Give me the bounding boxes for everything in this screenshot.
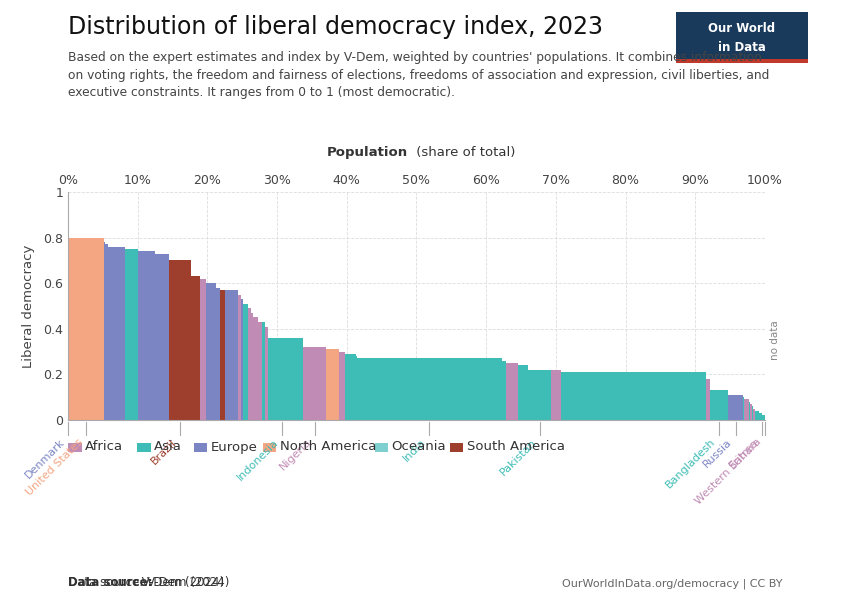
Bar [743,397,745,420]
Text: (share of total): (share of total) [412,146,516,159]
Bar [728,395,743,420]
Bar [506,363,518,420]
Text: in Data: in Data [717,41,766,54]
Bar [560,372,705,420]
Bar [225,290,238,420]
Bar [141,251,155,420]
Bar [216,288,220,420]
Bar [759,413,762,420]
Text: United States: United States [25,437,85,497]
Text: Population: Population [327,146,408,159]
Text: Based on the expert estimates and index by V-Dem, weighted by countries' populat: Based on the expert estimates and index … [68,51,769,99]
Bar [105,244,108,420]
Text: Data source:: Data source: [68,576,152,589]
Bar [125,249,138,420]
Y-axis label: Liberal democracy: Liberal democracy [22,244,35,368]
Bar [326,349,339,420]
Bar [241,299,243,420]
Bar [518,365,528,420]
Bar [706,379,711,420]
Bar [345,354,356,420]
Text: V-Dem (2024): V-Dem (2024) [138,576,224,589]
Bar [252,317,258,420]
Text: Eritrea: Eritrea [728,437,761,470]
Text: Africa: Africa [85,440,123,454]
Text: India: India [401,437,428,463]
Bar [138,251,141,420]
Bar [750,404,751,420]
Bar [528,370,551,420]
Text: Pakistan: Pakistan [498,437,538,477]
Bar [220,290,225,420]
Text: Our World: Our World [708,22,775,35]
Bar [201,278,207,420]
Bar [248,308,252,420]
Bar [243,304,248,420]
Text: Data source: V-Dem (2024): Data source: V-Dem (2024) [68,576,230,589]
Text: Brazil: Brazil [149,437,178,466]
Bar [551,370,560,420]
Bar [258,322,262,420]
Bar [238,295,241,420]
Bar [752,409,756,420]
Text: Denmark: Denmark [23,437,66,480]
Bar [265,326,269,420]
Bar [751,406,752,420]
Text: Oceania: Oceania [392,440,446,454]
Bar [155,254,169,420]
Bar [357,358,502,420]
Bar [191,277,201,420]
Bar [104,242,105,420]
Bar [169,260,191,420]
Bar [70,238,104,420]
Text: Nigeria: Nigeria [277,437,313,472]
Text: no data: no data [770,320,780,360]
Bar [756,411,759,420]
Text: North America: North America [280,440,377,454]
Text: OurWorldInData.org/democracy | CC BY: OurWorldInData.org/democracy | CC BY [562,578,782,589]
Bar [207,283,216,420]
Bar [502,361,506,420]
Text: Europe: Europe [211,440,258,454]
Bar [262,322,265,420]
Bar [339,352,345,420]
Bar [749,402,750,420]
Bar [108,247,125,420]
Text: Indonesia: Indonesia [235,437,280,482]
Text: Russia: Russia [701,437,734,469]
Bar [745,400,749,420]
Text: South America: South America [467,440,564,454]
Bar [762,415,765,420]
Text: Bangladesh: Bangladesh [664,437,717,490]
Text: Western Sahara: Western Sahara [694,437,763,506]
Bar [303,347,326,420]
FancyBboxPatch shape [676,59,807,63]
Text: Distribution of liberal democracy index, 2023: Distribution of liberal democracy index,… [68,15,603,39]
Bar [711,391,728,420]
Bar [297,338,303,420]
Text: Asia: Asia [154,440,182,454]
Bar [269,338,297,420]
